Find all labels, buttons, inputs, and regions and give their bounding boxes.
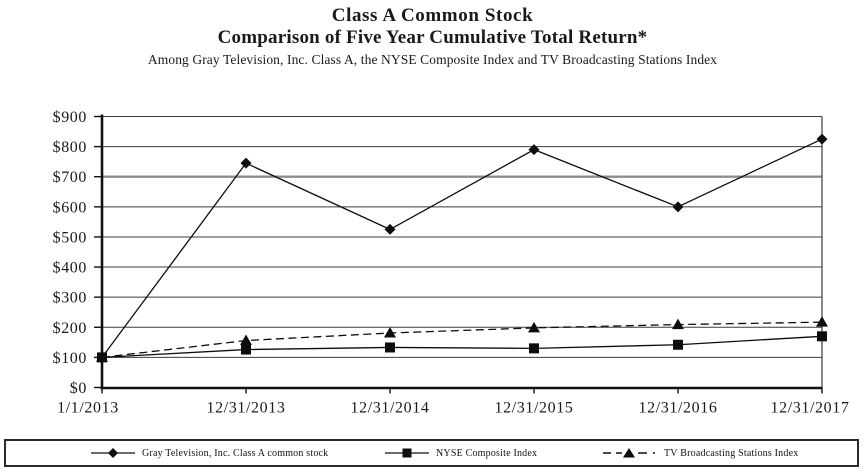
stock-performance-chart: $0 $100 $200 $300 $400 $500 $600 $700 $800 $900 1/… [53,109,850,417]
y-axis-label-0: $0 [70,380,87,397]
triangle-marker-tv-broadcasting-stations-index-3 [528,321,540,333]
y-axis-label-300: $300 [53,290,87,307]
diamond-line-marker-icon [91,448,135,458]
legend-label-nyse-composite: NYSE Composite Index [436,447,538,459]
triangle-marker-tv-broadcasting-stations-index-1 [240,334,252,346]
x-axis-label-4: 12/31/2016 [639,400,718,417]
square-marker-nyse-composite-index-2 [385,342,395,353]
y-axis-label-800: $800 [53,139,87,156]
legend-item-tv-broadcasting: TV Broadcasting Stations Index [602,447,798,459]
chart-subtitle: Among Gray Television, Inc. Class A, the… [147,52,718,67]
triangle-marker-tv-broadcasting-stations-index-4 [672,318,684,330]
triangle-marker-tv-broadcasting-stations-index-2 [384,326,396,338]
y-axis-label-200: $200 [53,320,87,337]
x-axis-label-3: 12/31/2015 [495,400,574,417]
legend-item-nyse-composite: NYSE Composite Index [384,447,537,459]
y-axis-label-400: $400 [53,260,87,277]
y-axis-label-700: $700 [53,169,87,186]
triangle-marker-tv-broadcasting-stations-index-5 [816,316,828,327]
square-marker-nyse-composite-index-5 [817,331,827,342]
legend-label-gray-television: Gray Television, Inc. Class A common sto… [142,447,329,459]
y-axis-label-900: $900 [53,109,87,126]
y-axis-label-600: $600 [53,199,87,216]
chart-legend: Gray Television, Inc. Class A common sto… [4,439,859,467]
chart-title-line2: Comparison of Five Year Cumulative Total… [217,27,648,48]
x-axis-label-5: 12/31/2017 [771,400,850,417]
square-line-marker-icon [385,448,429,458]
chart-title-line1: Class A Common Stock [331,5,534,26]
series-line-tv-broadcasting-stations-index [101,321,823,359]
legend-label-tv-broadcasting: TV Broadcasting Stations Index [664,447,799,459]
diamond-marker-gray-television-inc-class-a-common-stock-1 [240,157,252,169]
square-marker-nyse-composite-index-4 [673,339,683,350]
x-axis-label-0: 1/1/2013 [57,400,119,417]
diamond-marker-gray-television-inc-class-a-common-stock-2 [384,223,396,235]
square-marker-nyse-composite-index-0 [97,352,107,363]
y-axis-label-500: $500 [53,229,87,246]
dashed-triangle-marker-icon [603,448,657,458]
x-axis-label-2: 12/31/2014 [351,400,430,417]
diamond-marker-gray-television-inc-class-a-common-stock-4 [672,201,684,213]
diamond-marker-gray-television-inc-class-a-common-stock-3 [528,144,540,156]
square-marker-nyse-composite-index-1 [241,344,251,355]
series-line-nyse-composite-index [101,335,823,359]
series-line-gray-television-inc-class-a-common-stock [101,138,823,358]
legend-item-gray-television: Gray Television, Inc. Class A common sto… [90,447,328,459]
x-axis-label-1: 12/31/2013 [207,400,286,417]
square-marker-nyse-composite-index-3 [529,343,539,354]
diamond-marker-gray-television-inc-class-a-common-stock-5 [816,133,828,145]
y-axis-label-100: $100 [53,350,87,367]
